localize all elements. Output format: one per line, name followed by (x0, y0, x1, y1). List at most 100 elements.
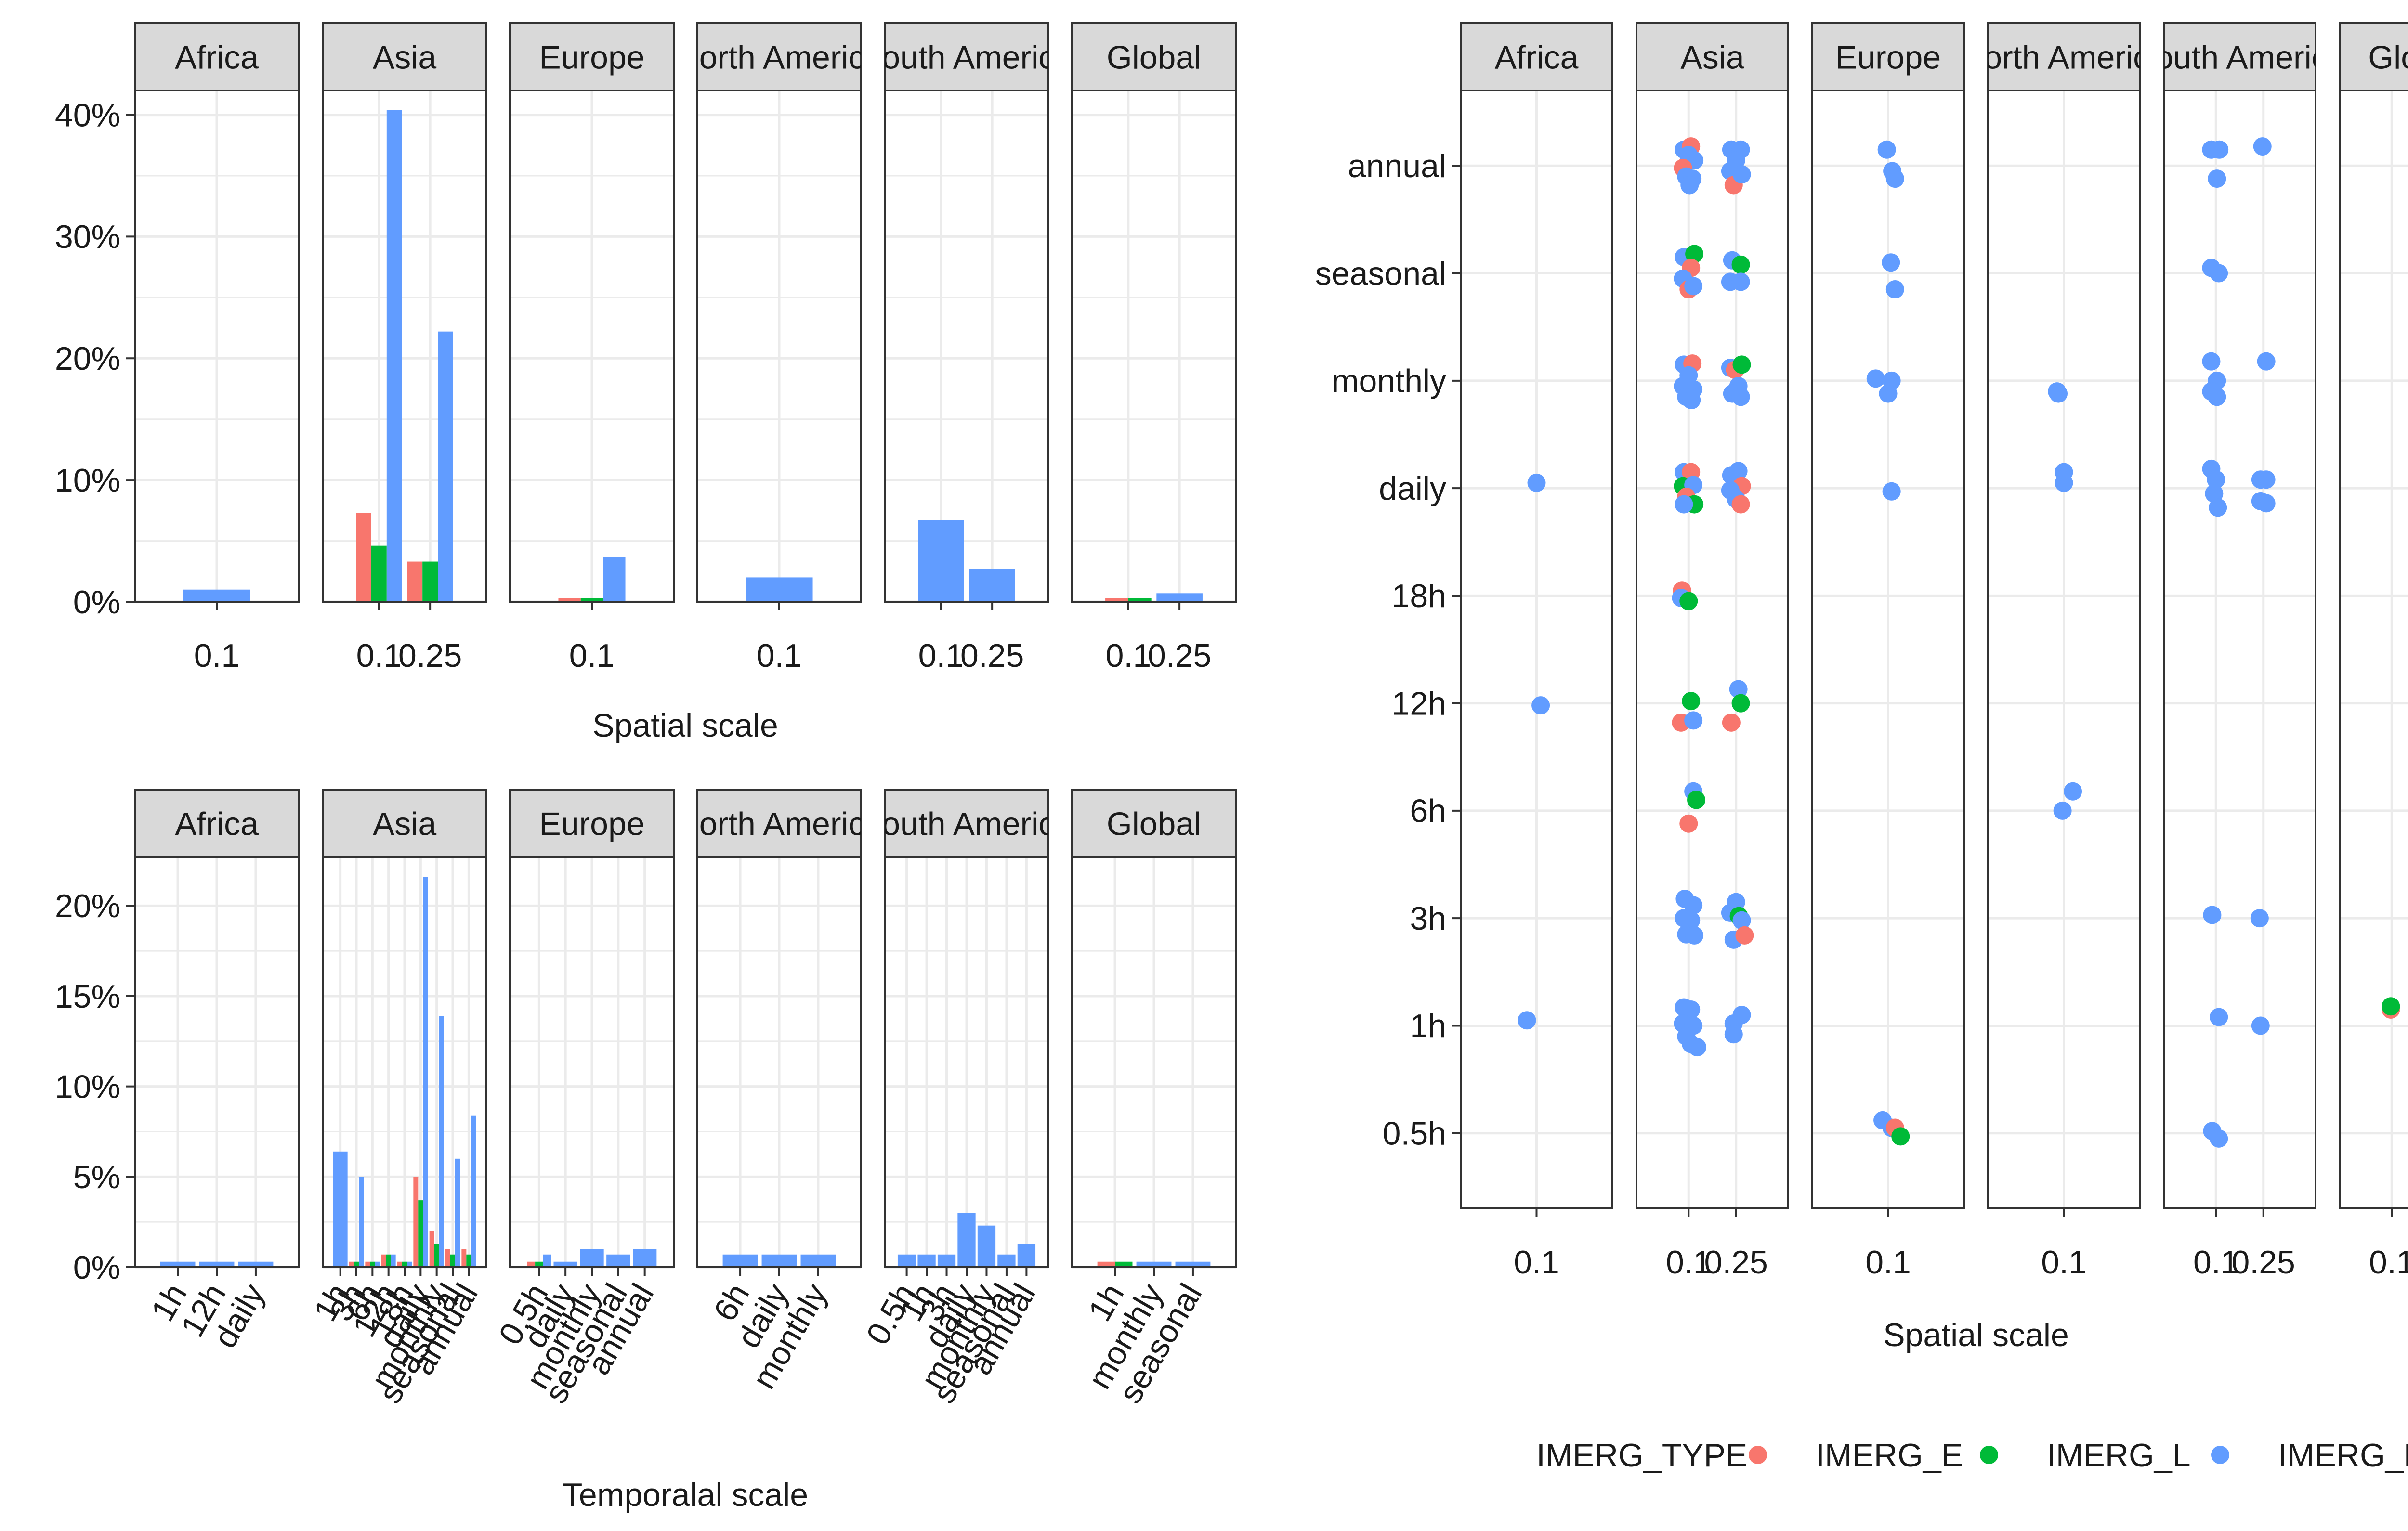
point-south-america-annual-imerg-f (2208, 169, 2226, 188)
temporal-4-strip-south-america: South America (884, 789, 1049, 858)
point-north-america-monthly-imerg-f (2049, 384, 2068, 403)
x-tick-label: 0.1 (918, 637, 964, 674)
point-europe-0-5h-imerg-l (1891, 1127, 1910, 1146)
x-tick-label: 0.1 (2369, 1244, 2408, 1281)
point-europe-annual-imerg-f (1885, 169, 1904, 188)
strip-label: Europe (1835, 39, 1941, 76)
temporal-y-tick-label: 10% (55, 1068, 120, 1105)
bar-global-0-25-imerg-f (1156, 593, 1203, 602)
strip-background (1071, 22, 1237, 91)
bar-asia-monthly-imerg-e (429, 1231, 434, 1267)
temporal-3-strip-north-america: North America (696, 789, 862, 858)
bar-asia-12h-imerg-l (386, 1254, 391, 1267)
bar-europe-seasonal-imerg-f (606, 1254, 630, 1267)
point-south-america-monthly-imerg-f (2208, 388, 2226, 406)
scatter-panel-north-america: 0.1 (1987, 90, 2141, 1281)
panel-background (885, 91, 1048, 602)
scatter-y-tick-label: 1h (1410, 1008, 1446, 1044)
strip-background (1636, 22, 1789, 91)
bar-asia-daily-imerg-f (423, 877, 428, 1267)
strip-background (696, 789, 862, 858)
bar-asia-6h-imerg-f (375, 1261, 380, 1267)
point-south-america-annual-imerg-f (2210, 140, 2229, 159)
spatial-panel-asia: 0.10.25 (322, 90, 487, 674)
bar-global-monthly-imerg-f (1136, 1261, 1172, 1267)
bar-asia-0-1-imerg-f (386, 110, 402, 602)
panel-frame (1071, 90, 1237, 603)
bar-asia-0-25-imerg-f (438, 331, 453, 602)
x-tick-label: 0.1 (757, 637, 802, 674)
panel-background (2340, 91, 2408, 1208)
spatial-panel-south-america: 0.10.25 (884, 90, 1049, 674)
point-global-1h-imerg-l (2382, 997, 2400, 1016)
strip-label: Europe (539, 39, 644, 76)
scatter-x-axis-title: Spatial scale (1883, 1317, 2069, 1353)
x-tick-label: 0.1 (194, 637, 240, 674)
x-tick-label: 0.1 (569, 637, 615, 674)
x-tick-label: 0.1 (1865, 1244, 1911, 1281)
point-europe-seasonal-imerg-f (1882, 253, 1900, 272)
point-asia-18h-imerg-l (1679, 592, 1698, 610)
panel-background (323, 91, 486, 602)
scatter-y-tick-label: daily (1379, 470, 1446, 507)
spatial-4-strip-south-america: South America (884, 22, 1049, 91)
strip-background (696, 22, 862, 91)
strip-background (322, 789, 487, 858)
panel-background (1636, 91, 1788, 1208)
x-tick-label: 0.25 (1704, 1244, 1768, 1281)
point-south-america-3h-imerg-f (2250, 909, 2269, 928)
bar-asia-12h-imerg-f (391, 1254, 396, 1267)
strip-label: Africa (175, 805, 259, 842)
bar-south-america-seasonal-imerg-f (997, 1254, 1016, 1267)
bar-south-america-1h-imerg-f (917, 1254, 936, 1267)
point-north-america-6h-imerg-f (2053, 801, 2072, 820)
strip-label: Global (1107, 39, 1202, 76)
point-asia-monthly-imerg-f (1682, 391, 1701, 410)
bar-asia-daily-imerg-l (418, 1200, 423, 1267)
point-asia-3h-imerg-f (1685, 926, 1704, 945)
temporal-y-tick-label: 5% (73, 1159, 120, 1195)
spatial-x-axis-title: Spatial scale (592, 707, 778, 744)
bar-africa-1h-imerg-f (160, 1261, 196, 1267)
point-europe-annual-imerg-f (1877, 140, 1896, 159)
point-europe-monthly-imerg-f (1866, 369, 1885, 388)
bar-europe-daily-imerg-f (553, 1261, 577, 1267)
point-africa-12h-imerg-f (1531, 696, 1550, 715)
scatter-y-tick-label: monthly (1332, 363, 1446, 400)
point-asia-annual-imerg-f (1732, 165, 1751, 184)
point-asia-seasonal-imerg-f (1731, 272, 1750, 291)
point-asia-monthly-imerg-f (1731, 388, 1750, 406)
point-north-america-daily-imerg-f (2055, 473, 2073, 492)
bar-asia-3h-imerg-f (359, 1177, 364, 1267)
point-europe-daily-imerg-f (1882, 482, 1901, 501)
bar-asia-18h-imerg-e (397, 1261, 402, 1267)
point-south-america-monthly-imerg-f (2202, 352, 2221, 371)
spatial-panel-africa: 0.1 (134, 90, 300, 674)
bar-europe-0-1-imerg-l (580, 598, 603, 602)
point-asia-12h-imerg-l (1731, 694, 1750, 713)
scatter-y-tick-label: 3h (1410, 900, 1446, 937)
spatial-3-strip-north-america: North America (696, 22, 862, 91)
bar-south-america-0-5h-imerg-f (897, 1254, 916, 1267)
point-asia-1h-imerg-f (1688, 1038, 1706, 1057)
bar-europe-annual-imerg-f (633, 1249, 657, 1267)
spatial-0-strip-africa: Africa (134, 22, 300, 91)
scatter-5-strip-global: Global (2339, 22, 2408, 91)
bar-north-america-daily-imerg-f (761, 1254, 797, 1267)
point-asia-6h-imerg-l (1687, 791, 1706, 809)
spatial-2-strip-europe: Europe (509, 22, 675, 91)
bar-global-seasonal-imerg-f (1175, 1261, 1211, 1267)
legend-label: IMERG_F (2278, 1437, 2408, 1474)
strip-label: Global (2368, 39, 2408, 76)
bar-asia-6h-imerg-e (365, 1261, 370, 1267)
temporal-0-strip-africa: Africa (134, 789, 300, 858)
point-asia-3h-imerg-f (1684, 896, 1703, 915)
scatter-y-tick-label: 18h (1392, 578, 1446, 614)
bar-asia-daily-imerg-e (413, 1177, 419, 1267)
point-asia-3h-imerg-f (1682, 911, 1701, 930)
bar-asia-annual-imerg-e (461, 1249, 467, 1267)
temporal-y-tick-label: 20% (55, 888, 120, 924)
point-asia-12h-imerg-e (1722, 713, 1741, 732)
